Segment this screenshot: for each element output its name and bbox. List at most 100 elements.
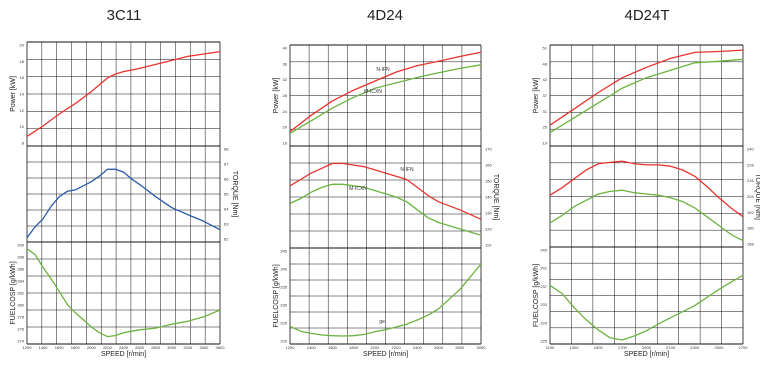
- y-tick-label: 67: [224, 162, 229, 167]
- y-tick-label: 237: [540, 284, 547, 289]
- y-tick-label: 274: [17, 339, 24, 344]
- chart-title: 4D24T: [624, 7, 669, 24]
- series-annotation: ge: [379, 319, 385, 325]
- y-tick-label: 16: [283, 141, 288, 146]
- x-tick-label: 1600: [328, 345, 338, 350]
- y-tick-label: 32: [283, 77, 288, 82]
- y-tick-label: 241: [540, 266, 547, 271]
- y-tick-label: 230: [280, 303, 287, 308]
- x-tick-label: 1500: [594, 345, 604, 350]
- y-tick-label: 245: [280, 249, 287, 254]
- panel-power: 51 48 42 37 31 25 19 Power [kW]: [533, 44, 744, 147]
- y-axis-label-right: TORQUE [Nm]: [492, 174, 499, 221]
- panel-torque: 68 67 66 65 64 63 62 TORQUE [Nm]: [26, 145, 238, 243]
- y-tick-label: 14: [20, 92, 25, 97]
- x-tick-label: 2400: [413, 345, 423, 350]
- y-tick-label: 42: [543, 77, 548, 82]
- series-line-power-0: [549, 49, 744, 126]
- y-tick-label: 245: [540, 248, 547, 253]
- x-tick-label: 1600: [55, 345, 65, 350]
- x-tick-label: 2500: [714, 345, 724, 350]
- panel-torque: 170 160 150 140 130 120 110 TORQUE [Nm]: [289, 145, 499, 249]
- y-tick-label: 20: [283, 125, 288, 130]
- x-tick-label: 1100: [546, 345, 555, 350]
- y-axis-label-right: TORQUE [Nm]: [754, 173, 760, 220]
- y-tick-label: 150: [485, 179, 492, 184]
- series-line-torque-0: [26, 168, 221, 239]
- y-tick-label: 225: [280, 321, 287, 326]
- series-line-torque-1: [289, 183, 482, 236]
- x-tick-label: 3600: [216, 345, 226, 350]
- series-annotation: N-IFN: [376, 67, 390, 73]
- series-annotation: N-IFN: [400, 167, 414, 173]
- x-tick-label: 2800: [151, 345, 161, 350]
- y-tick-label: 229: [540, 320, 547, 325]
- panel-fuel: 290 288 286 284 282 280 278 276 274 FUELCOSP [g/k…: [10, 241, 221, 345]
- y-tick-label: 168: [747, 242, 754, 247]
- panel-power: 40 36 32 28 24 20 16 Power [kW]: [273, 44, 482, 147]
- y-tick-label: 288: [17, 255, 24, 260]
- x-tick-label: 2200: [392, 345, 402, 350]
- chart-title: 4D24: [367, 7, 403, 24]
- y-tick-label: 286: [17, 267, 24, 272]
- x-tick-label: 1400: [307, 345, 317, 350]
- y-axis-label: Power [kW]: [273, 78, 280, 114]
- y-tick-label: 66: [224, 177, 229, 182]
- y-tick-label: 28: [283, 93, 288, 98]
- series-line-power-1: [289, 64, 482, 134]
- y-tick-label: 280: [17, 303, 24, 308]
- y-tick-label: 276: [17, 327, 24, 332]
- y-tick-label: 63: [224, 222, 229, 227]
- panel-torque: 240 228 216 204 192 180 168 TORQUE [Nm]: [549, 145, 760, 248]
- y-tick-label: 51: [543, 46, 548, 51]
- y-axis-label: FUELCOSP [g/kWh]: [10, 261, 17, 324]
- x-tick-label: 1700: [618, 345, 628, 350]
- x-tick-label: 3200: [183, 345, 193, 350]
- x-tick-label: 3000: [167, 345, 177, 350]
- y-tick-label: 240: [280, 267, 287, 272]
- x-tick-label: 1800: [349, 345, 359, 350]
- y-tick-label: 37: [543, 93, 548, 98]
- y-tick-label: 216: [747, 178, 754, 183]
- y-tick-label: 225: [540, 339, 547, 344]
- series-line-fuel-0: [549, 274, 744, 341]
- y-tick-label: 65: [224, 192, 229, 197]
- series-line-torque-0: [549, 160, 744, 218]
- x-axis-label: SPEED [r/min]: [101, 351, 146, 358]
- y-tick-label: 24: [283, 109, 288, 114]
- y-tick-label: 19: [543, 141, 548, 146]
- y-axis-label-right: TORQUE [Nm]: [231, 171, 238, 218]
- series-line-power-1: [549, 58, 744, 134]
- y-tick-label: 16: [20, 75, 25, 80]
- y-axis-label: FUELCOSP [g/kWh]: [533, 264, 540, 327]
- x-tick-label: 1300: [570, 345, 580, 350]
- y-tick-label: 240: [747, 147, 754, 152]
- panel-fuel: 245 241 237 233 229 225 FUELCOSP [g/kWh]: [533, 246, 744, 345]
- y-tick-label: 8: [22, 141, 25, 146]
- x-tick-label: 2600: [434, 345, 444, 350]
- y-tick-label: 18: [20, 59, 25, 64]
- y-tick-label: 170: [485, 147, 492, 152]
- y-axis-label: Power [kW]: [533, 78, 540, 114]
- x-tick-label: 2300: [690, 345, 700, 350]
- y-tick-label: 290: [17, 243, 24, 248]
- y-tick-label: 140: [485, 195, 492, 200]
- y-tick-label: 10: [20, 124, 25, 129]
- y-tick-label: 278: [17, 315, 24, 320]
- y-tick-label: 282: [17, 291, 24, 296]
- y-tick-label: 62: [224, 237, 229, 242]
- series-line-power-0: [289, 51, 482, 133]
- chart-1: 4D24 40 36 32 28 24 20 16 Power [kW] 170 160 150 140…: [273, 7, 499, 358]
- x-tick-label: 3000: [477, 345, 487, 350]
- y-tick-label: 68: [224, 147, 229, 152]
- y-tick-label: 204: [747, 194, 754, 199]
- y-tick-label: 284: [17, 279, 24, 284]
- series-line-torque-0: [289, 162, 482, 220]
- x-tick-label: 1200: [23, 345, 33, 350]
- chart-title: 3C11: [107, 7, 142, 24]
- chart-2: 4D24T 51 48 42 37 31 25 19 Power [kW] 240 228 216 20…: [533, 7, 760, 358]
- y-tick-label: 220: [280, 339, 287, 344]
- series-line-fuel-0: [26, 248, 221, 338]
